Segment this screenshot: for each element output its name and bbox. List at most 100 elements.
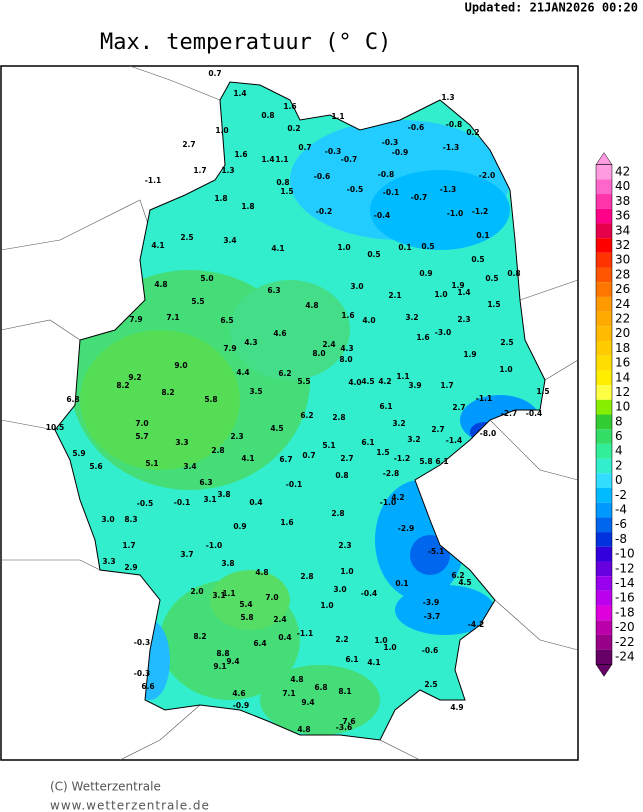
colorbar-label: -6	[615, 517, 627, 531]
station-value: 4.1	[271, 244, 284, 253]
station-value: 5.5	[297, 377, 310, 386]
station-value: 2.3	[230, 432, 243, 441]
station-value: -0.8	[378, 170, 394, 179]
station-value: 2.8	[331, 509, 344, 518]
colorbar-label: 8	[615, 414, 623, 428]
station-value: 2.7	[340, 454, 353, 463]
station-value: 1.0	[320, 601, 333, 610]
colorbar-swatch	[596, 443, 612, 459]
station-value: -1.3	[440, 185, 456, 194]
station-value: -0.4	[361, 589, 377, 598]
station-value: 4.2	[391, 493, 404, 502]
colorbar-label: 30	[615, 253, 630, 267]
station-value: 5.8	[419, 457, 432, 466]
station-value: 3.9	[408, 381, 421, 390]
station-value: 4.0	[348, 378, 361, 387]
station-value: 1.7	[122, 541, 135, 550]
station-value: 4.1	[367, 658, 380, 667]
station-value: 2.5	[500, 338, 513, 347]
station-value: -3.0	[435, 328, 451, 337]
colorbar-swatch	[596, 179, 612, 195]
station-value: 3.2	[407, 435, 420, 444]
url: www.wetterzentrale.de	[50, 799, 210, 812]
colorbar-swatch	[596, 649, 612, 665]
station-value: 0.8	[335, 471, 348, 480]
colorbar: 424038363432302826242220181614121086420-…	[595, 152, 635, 677]
station-value: 7.6	[342, 717, 355, 726]
station-value: 0.1	[398, 243, 411, 252]
colorbar-label: 26	[615, 282, 630, 296]
colorbar-label: 24	[615, 297, 630, 311]
station-value: 1.6	[283, 102, 296, 111]
colorbar-label: -20	[615, 620, 635, 634]
station-value: 7.0	[135, 419, 148, 428]
colorbar-label: 18	[615, 341, 630, 355]
colorbar-swatch	[596, 517, 612, 533]
station-value: 2.1	[388, 291, 401, 300]
station-value: -5.1	[428, 547, 444, 556]
colorbar-swatch	[596, 561, 612, 577]
station-value: 1.9	[451, 281, 464, 290]
station-value: -1.1	[145, 176, 161, 185]
station-value: 1.0	[383, 643, 396, 652]
station-value: -0.7	[411, 193, 427, 202]
colorbar-swatch	[596, 194, 612, 209]
colorbar-swatch	[596, 341, 612, 356]
station-value: 1.0	[374, 636, 387, 645]
colorbar-swatch	[596, 532, 612, 547]
station-value: 9.2	[128, 373, 141, 382]
station-value: 1.1	[331, 112, 344, 121]
colorbar-label: 10	[615, 400, 630, 414]
station-value: 6.4	[253, 639, 266, 648]
station-value: 5.9	[72, 449, 85, 458]
station-value: -0.6	[422, 646, 438, 655]
station-value: 5.8	[240, 613, 253, 622]
station-value: 1.1	[396, 372, 409, 381]
station-value: 0.2	[466, 128, 479, 137]
station-value: 2.8	[332, 413, 345, 422]
colorbar-swatch	[596, 576, 612, 591]
station-value: 0.8	[276, 178, 289, 187]
station-value: 3.2	[392, 419, 405, 428]
colorbar-label: -2	[615, 488, 627, 502]
station-value: 0.8	[507, 269, 520, 278]
station-value: 7.9	[129, 315, 142, 324]
colorbar-label: 32	[615, 238, 630, 252]
station-value: -1.0	[206, 541, 222, 550]
station-value: 2.3	[457, 315, 470, 324]
station-value: 1.0	[499, 365, 512, 374]
station-value: 4.1	[151, 241, 164, 250]
colorbar-label: 14	[615, 370, 630, 384]
copyright: (C) Wetterzentrale	[50, 780, 161, 794]
colorbar-label: 40	[615, 179, 630, 193]
station-value: 6.5	[220, 316, 233, 325]
station-value: 3.1	[212, 591, 225, 600]
colorbar-label: 4	[615, 444, 623, 458]
colorbar-swatch	[596, 208, 612, 224]
colorbar-swatch	[596, 458, 612, 474]
stations: 0.7 1.4 1.6 0.8 0.2 1.1 1.3 -0.6 -0.8 0.2 1.0 2.7 0.…	[46, 69, 550, 734]
station-value: 2.8	[300, 572, 313, 581]
station-value: 6.6	[141, 682, 154, 691]
colorbar-swatch	[596, 414, 612, 430]
station-value: 0.5	[485, 274, 498, 283]
station-value: 6.8	[314, 683, 327, 692]
station-value: -1.3	[443, 143, 459, 152]
station-value: 0.4	[249, 498, 262, 507]
station-value: 6.1	[345, 655, 358, 664]
colorbar-label: -22	[615, 635, 635, 649]
station-value: 7.1	[282, 689, 295, 698]
station-value: 1.8	[214, 194, 227, 203]
station-value: 4.8	[290, 675, 303, 684]
colorbar-label: 12	[615, 385, 630, 399]
station-value: -0.4	[526, 409, 542, 418]
colorbar-swatch	[596, 355, 612, 371]
station-value: 9.0	[174, 361, 187, 370]
station-value: 4.6	[273, 329, 286, 338]
station-value: 1.4	[457, 288, 470, 297]
colorbar-swatch	[596, 311, 612, 327]
station-value: 4.6	[232, 689, 245, 698]
station-value: -0.1	[383, 188, 399, 197]
colorbar-label: 36	[615, 209, 630, 223]
station-value: 4.5	[361, 377, 374, 386]
